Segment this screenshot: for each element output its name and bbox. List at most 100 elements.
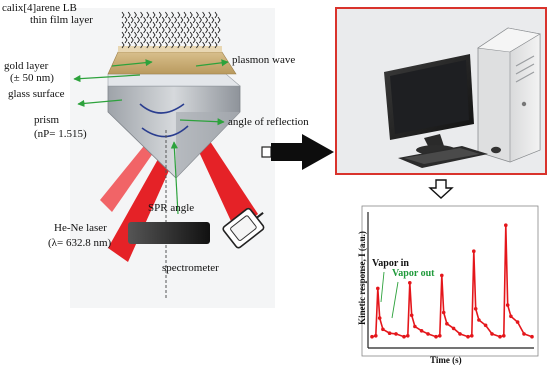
kinetic-point	[426, 332, 430, 336]
reflection-arrow	[179, 118, 225, 126]
film-molecule	[134, 41, 137, 49]
film-molecule	[189, 31, 193, 39]
film-molecule	[127, 31, 131, 39]
film-molecule	[165, 41, 168, 49]
laser-body	[128, 222, 210, 244]
film-molecule	[196, 41, 199, 49]
film-molecule	[165, 31, 168, 39]
kinetic-point	[434, 334, 438, 339]
film-molecule	[127, 41, 131, 49]
film-molecule	[121, 21, 125, 29]
film-molecule	[180, 26, 184, 34]
film-molecule	[158, 41, 162, 49]
kinetic-point	[413, 324, 417, 329]
film-molecule	[183, 31, 187, 39]
film-molecule	[186, 16, 190, 24]
label-spr-angle: SPR angle	[148, 202, 195, 214]
kinetic-point	[370, 334, 374, 339]
film-molecule	[186, 36, 190, 44]
film-molecule	[137, 36, 140, 44]
kinetic-point	[473, 307, 478, 311]
gold-top	[118, 46, 222, 52]
kinetic-series-points	[370, 223, 534, 339]
film-molecule	[121, 31, 125, 39]
label-plasmon: plasmon wave	[232, 54, 296, 66]
film-molecule	[161, 36, 165, 44]
film-molecule	[134, 11, 137, 19]
film-molecule	[211, 26, 215, 34]
film-molecule	[165, 11, 168, 19]
film-molecule	[149, 16, 153, 24]
annotation-vapor-out: Vapor out	[392, 268, 435, 279]
film-molecule	[152, 21, 156, 29]
film-molecule	[214, 21, 218, 29]
film-molecule	[171, 11, 175, 19]
label-prism-line2: (nP= 1.515)	[34, 128, 87, 140]
film-molecule	[211, 16, 215, 24]
film-molecule	[140, 41, 144, 49]
film-molecule	[168, 36, 171, 44]
label-glass: glass surface	[8, 88, 65, 100]
film-molecule	[137, 26, 140, 34]
film-molecule	[196, 11, 199, 19]
kinetic-point	[376, 286, 380, 291]
film-molecule	[177, 11, 181, 19]
pc-tower-front	[509, 33, 541, 163]
label-gold-line1: gold layer	[4, 60, 49, 72]
kinetic-point	[466, 334, 470, 339]
film-molecule	[177, 31, 181, 39]
film-molecule	[124, 36, 128, 44]
film-molecule	[134, 31, 137, 39]
film-molecule	[211, 36, 215, 44]
film-molecule	[165, 21, 168, 29]
kinetic-point	[515, 320, 520, 324]
computer-panel	[335, 7, 547, 175]
film-molecule	[183, 41, 187, 49]
film-molecule	[214, 31, 218, 39]
kinetic-point	[409, 313, 414, 318]
kinetic-point	[504, 223, 508, 227]
film-molecule	[174, 16, 178, 24]
kinetic-point	[387, 331, 392, 336]
film-molecule	[202, 21, 206, 29]
glass-arrow	[77, 99, 123, 107]
film-molecule	[174, 26, 178, 34]
film-molecule	[155, 36, 159, 44]
kinetic-point	[377, 316, 382, 320]
film-molecule	[168, 26, 171, 34]
kinetic-point	[470, 334, 474, 338]
kinetic-point	[458, 332, 462, 336]
film-molecule	[149, 36, 153, 44]
film-molecule	[146, 21, 150, 29]
label-film-line1: calix[4]arene LB	[2, 2, 77, 14]
film-molecule	[146, 31, 150, 39]
label-film-line2: thin film layer	[30, 14, 93, 26]
film-molecule	[199, 26, 202, 34]
film-molecule	[121, 41, 125, 49]
film-molecule	[189, 21, 193, 29]
kinetic-point	[483, 323, 488, 328]
film-molecule	[130, 36, 134, 44]
kinetic-point	[440, 273, 444, 278]
film-molecule	[217, 16, 221, 24]
kinetic-point	[381, 327, 385, 332]
kinetic-point	[419, 329, 424, 333]
vapor-out-pointer	[391, 281, 399, 319]
film-molecule	[124, 16, 128, 24]
film-molecule	[192, 36, 196, 44]
vapor-in-pointer	[380, 271, 385, 303]
film-molecule	[155, 26, 159, 34]
film-molecule	[143, 26, 147, 34]
film-molecule	[143, 36, 147, 44]
kinetic-point	[530, 334, 534, 339]
film-molecule	[140, 21, 144, 29]
film-molecule	[214, 41, 218, 49]
spr-arc-upper	[139, 103, 185, 114]
flow-arrow-tail	[261, 146, 272, 158]
film-molecule	[152, 41, 156, 49]
film-molecule	[127, 11, 131, 19]
kinetic-point	[498, 334, 502, 339]
film-molecule	[146, 11, 150, 19]
film-molecule	[152, 31, 156, 39]
